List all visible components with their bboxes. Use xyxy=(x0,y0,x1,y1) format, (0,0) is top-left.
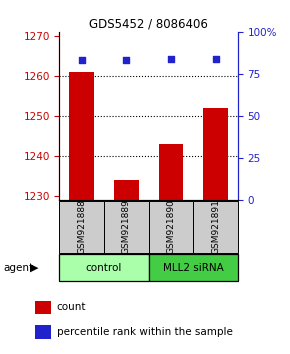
Bar xyxy=(159,144,183,200)
Bar xyxy=(70,72,94,200)
Point xyxy=(168,56,173,62)
Bar xyxy=(114,180,139,200)
Point xyxy=(79,58,84,63)
Bar xyxy=(104,201,148,253)
Bar xyxy=(59,201,104,253)
Text: GSM921890: GSM921890 xyxy=(166,199,175,255)
Text: agent: agent xyxy=(3,263,33,273)
Text: MLL2 siRNA: MLL2 siRNA xyxy=(163,263,224,273)
Text: percentile rank within the sample: percentile rank within the sample xyxy=(57,327,232,337)
Text: control: control xyxy=(86,263,122,273)
Text: GSM921888: GSM921888 xyxy=(77,199,86,255)
Bar xyxy=(148,201,193,253)
Title: GDS5452 / 8086406: GDS5452 / 8086406 xyxy=(89,18,208,31)
Point xyxy=(213,56,218,62)
Bar xyxy=(59,254,148,281)
Bar xyxy=(203,108,228,200)
Point xyxy=(124,58,129,63)
Text: GSM921891: GSM921891 xyxy=(211,199,220,255)
Bar xyxy=(148,254,238,281)
Bar xyxy=(193,201,238,253)
Text: GSM921889: GSM921889 xyxy=(122,199,131,255)
Text: ▶: ▶ xyxy=(30,263,39,273)
Text: count: count xyxy=(57,302,86,312)
